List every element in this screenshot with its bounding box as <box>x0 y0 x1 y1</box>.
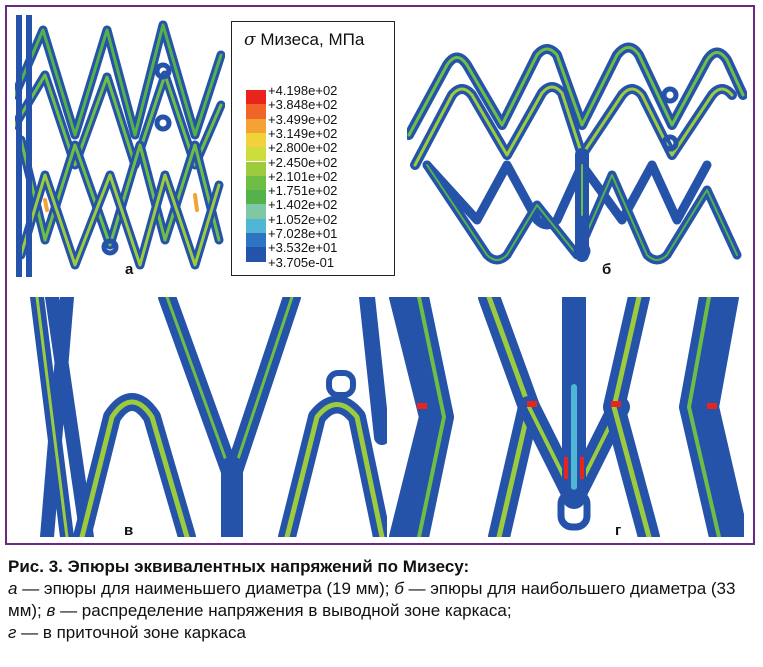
caption-text-v: — распределение напряжения в выводной зо… <box>55 601 512 620</box>
legend-swatch <box>246 190 266 205</box>
legend-swatch <box>246 175 266 191</box>
caption-letter-v: в <box>46 601 56 620</box>
legend-tick-label: +7.028e+01 <box>268 226 338 241</box>
figure-frame: а σ Мизеса, МПа +4.198e+02 +3.848e+02 +3.4… <box>5 5 755 545</box>
legend-tick-label: +3.705e-01 <box>268 254 335 270</box>
legend-tick-label: +1.402e+02 <box>268 197 338 213</box>
panel-label-b: б <box>602 261 612 278</box>
legend-tick-label: +3.848e+02 <box>268 97 338 113</box>
stent-model-a <box>15 15 225 277</box>
legend-tick-label: +2.800e+02 <box>268 140 338 156</box>
stent-outflow-zone <box>30 297 387 537</box>
caption-letter-a: а <box>8 579 18 598</box>
legend-swatch <box>246 161 266 176</box>
color-legend: σ Мизеса, МПа +4.198e+02 +3.848e+02 +3.499… <box>231 21 395 276</box>
caption-text-g: — в приточной зоне каркаса <box>16 623 246 642</box>
legend-title-text: Мизеса, МПа <box>260 30 365 49</box>
legend-swatch <box>246 247 266 262</box>
legend-tick-label: +1.751e+02 <box>268 183 338 199</box>
caption-text-a: — эпюры для наименьшего диаметра (19 мм)… <box>17 579 395 598</box>
panel-v: в <box>27 297 387 539</box>
stent-inflow-zone <box>389 297 744 537</box>
legend-symbol: σ <box>244 30 256 50</box>
legend-swatch <box>246 90 266 105</box>
legend-tick-label: +3.149e+02 <box>268 125 338 141</box>
figure-caption: Рис. 3. Эпюры эквивалентных напряжений п… <box>8 556 758 644</box>
legend-swatch <box>246 104 266 119</box>
legend-tick-label: +4.198e+02 <box>268 83 338 98</box>
caption-text-b: — эпюры для наибольшего диаметра (33 мм)… <box>8 579 736 620</box>
legend-swatch <box>246 118 266 133</box>
legend-tick-label: +1.052e+02 <box>268 211 338 227</box>
panel-label-v: в <box>124 522 134 539</box>
panel-g: г <box>389 297 744 539</box>
legend-tick-label: +3.499e+02 <box>268 111 338 127</box>
legend-swatch <box>246 233 266 248</box>
legend-swatch <box>246 204 266 219</box>
legend-tick-label: +2.450e+02 <box>268 154 338 170</box>
legend-swatch <box>246 132 266 148</box>
panel-b: б <box>407 15 747 278</box>
panel-label-a: а <box>125 261 134 278</box>
legend-swatch <box>246 147 266 162</box>
legend-swatch <box>246 218 266 233</box>
caption-letter-g: г <box>8 623 17 642</box>
panel-a: а <box>15 15 225 278</box>
panel-label-g: г <box>615 522 622 539</box>
legend-title: σ Мизеса, МПа <box>244 30 364 50</box>
stent-model-b <box>407 42 747 265</box>
legend-tick-label: +3.532e+01 <box>268 240 338 256</box>
legend-tick-label: +2.101e+02 <box>268 168 338 184</box>
caption-letter-b: б <box>394 579 404 598</box>
caption-title: Рис. 3. Эпюры эквивалентных напряжений п… <box>8 557 470 576</box>
